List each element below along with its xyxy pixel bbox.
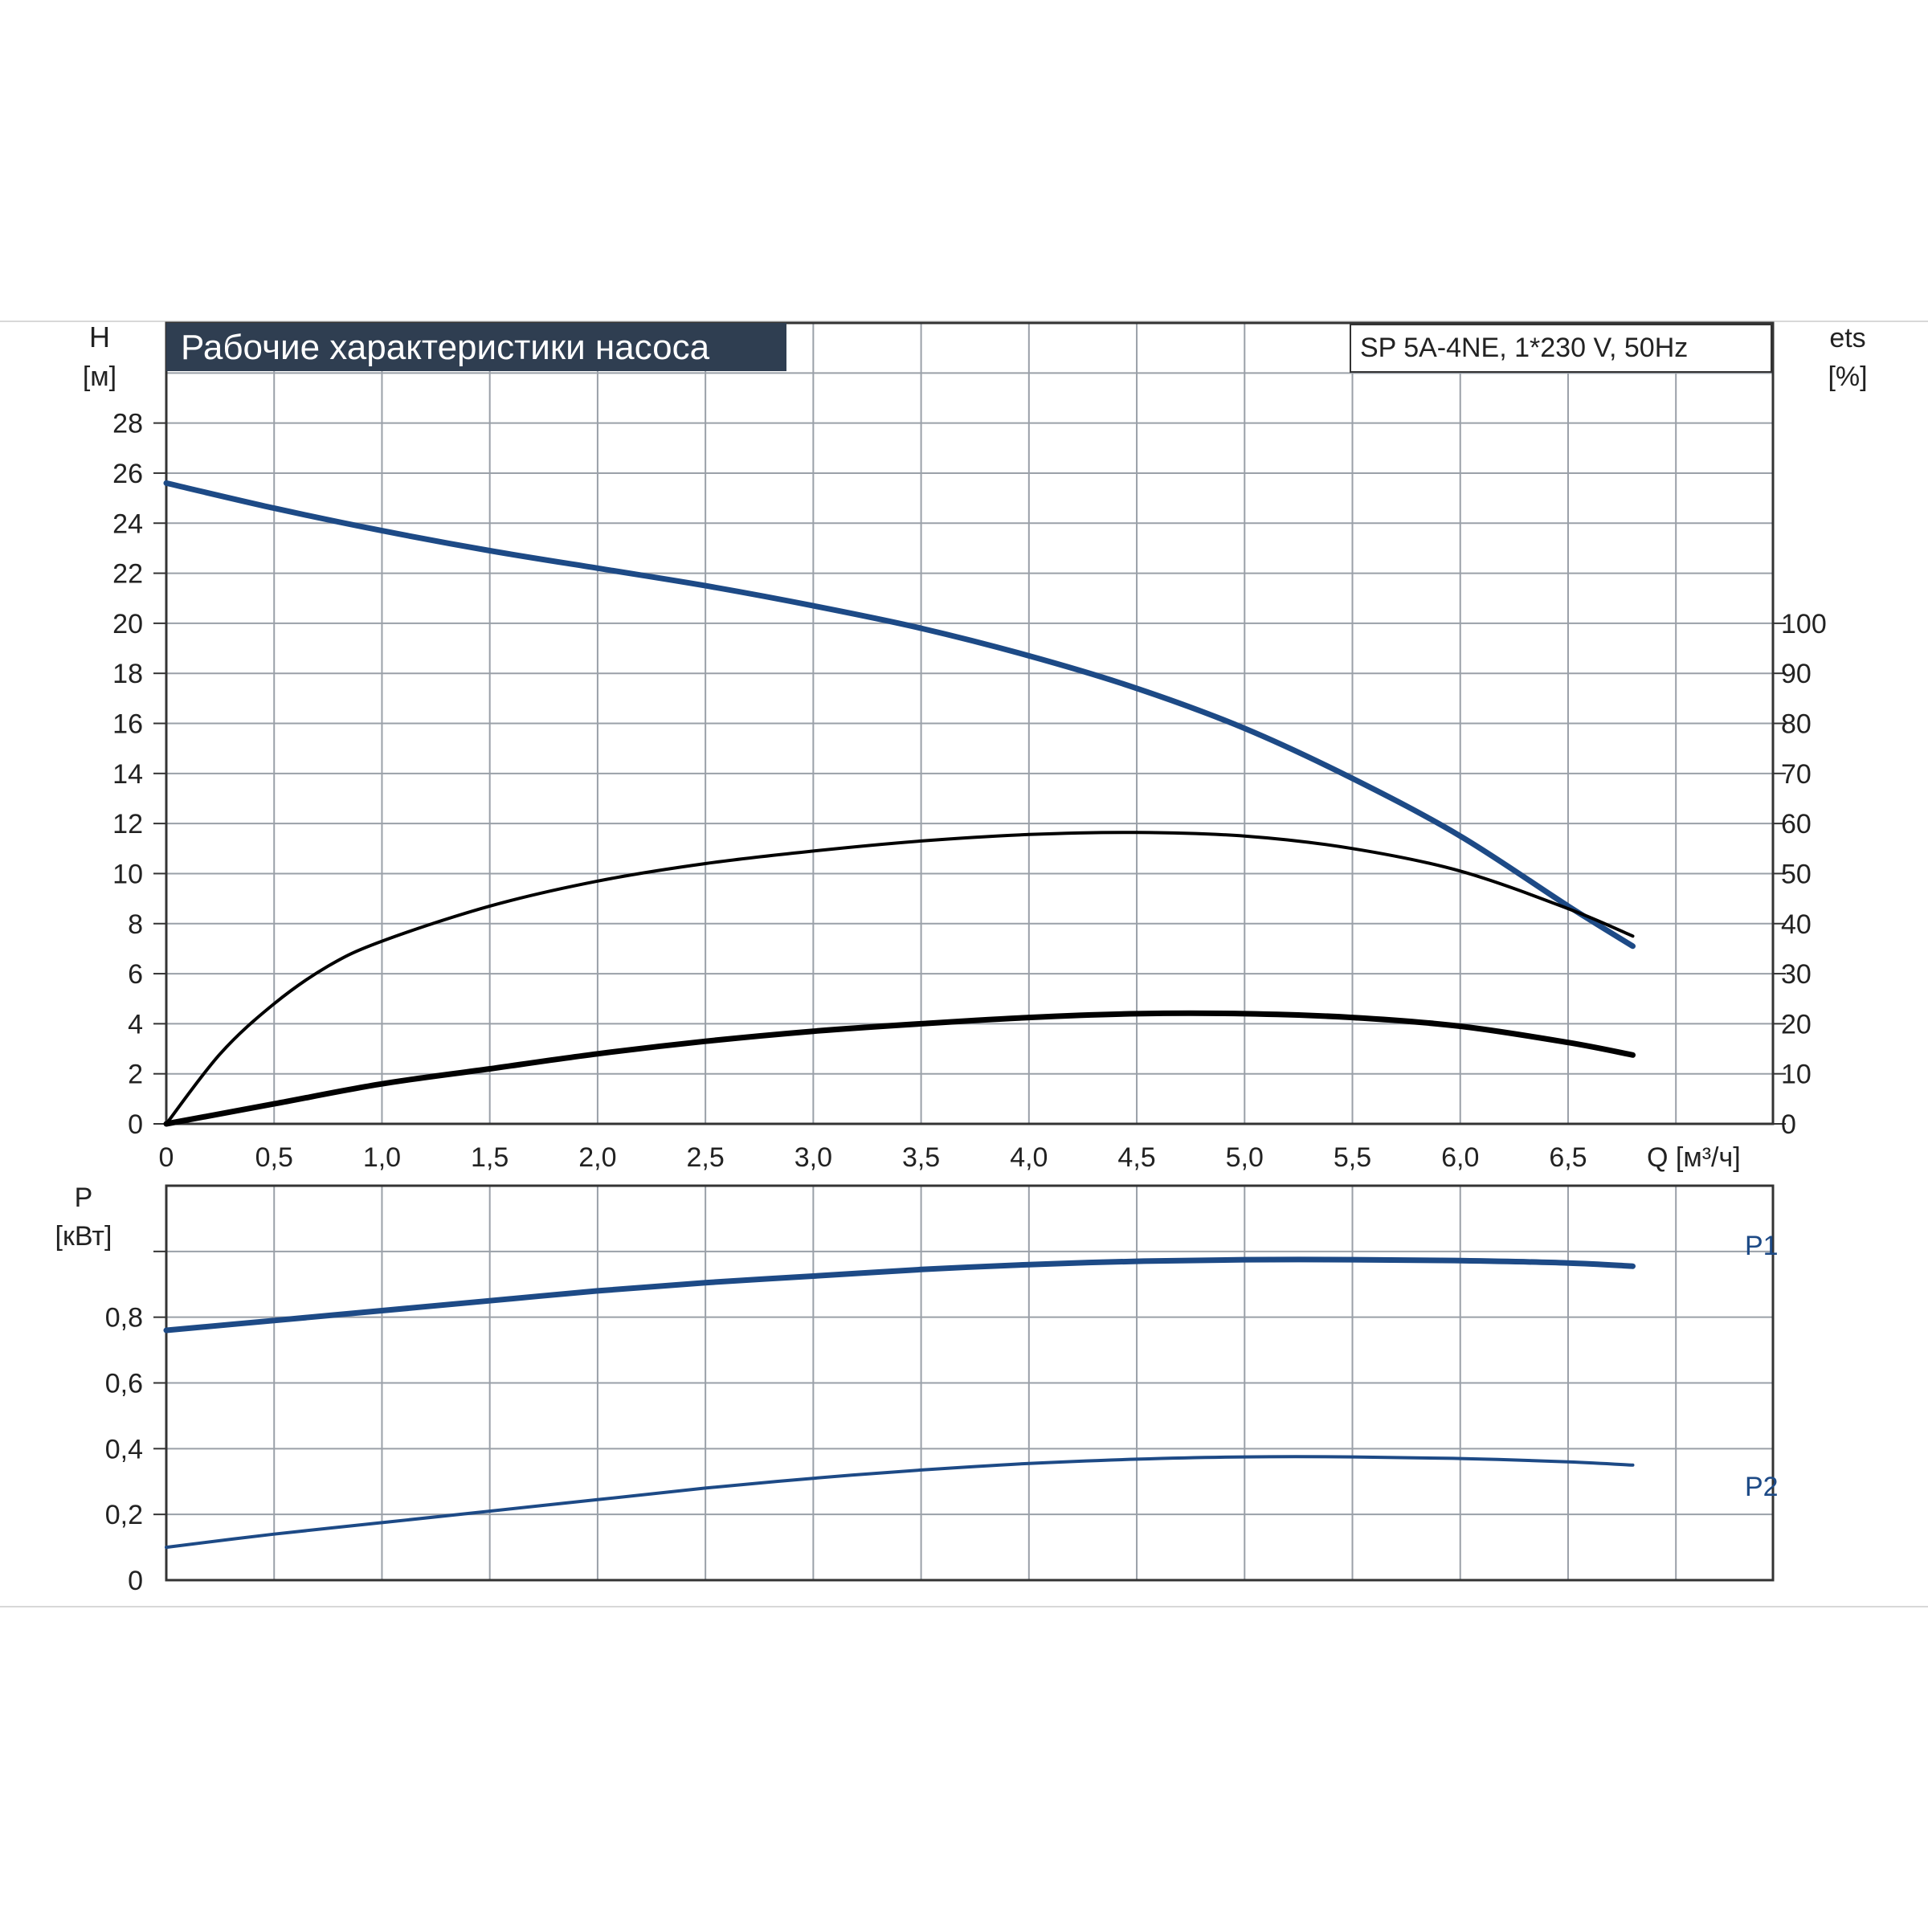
x-tick-label: 1,5 — [471, 1142, 509, 1173]
title-box — [166, 323, 786, 371]
x-tick-label: 1,0 — [363, 1142, 401, 1173]
x-tick-label: 0,5 — [255, 1142, 293, 1173]
y2-tick-label: 0 — [1781, 1109, 1796, 1140]
efficiency-curve — [165, 831, 1635, 1125]
y-tick-label: 8 — [128, 909, 143, 940]
y2-tick-label: 100 — [1781, 609, 1827, 639]
plot-frame-power — [165, 1184, 1775, 1582]
chart-subtitle: SP 5A-4NE, 1*230 V, 50Hz — [1360, 333, 1688, 363]
y-tick-label: 24 — [112, 509, 143, 539]
y-tick-label: 12 — [112, 809, 143, 839]
y2-tick-label: 90 — [1781, 659, 1812, 689]
power-y-tick-label: 0,8 — [105, 1303, 143, 1334]
y-tick-label: 16 — [112, 709, 143, 740]
y-tick-label: 26 — [112, 459, 143, 489]
power-axis-label: P — [75, 1182, 93, 1213]
power-y-tick-label: 0,6 — [105, 1369, 143, 1399]
y-tick-label: 14 — [112, 759, 143, 790]
x-tick-label: 3,5 — [902, 1142, 940, 1173]
y2-axis-unit: [%] — [1828, 361, 1867, 392]
x-tick-label: 0 — [159, 1142, 174, 1173]
y2-tick-label: 20 — [1781, 1009, 1812, 1040]
y-tick-label: 6 — [128, 959, 143, 990]
x-tick-label: 4,5 — [1117, 1142, 1155, 1173]
x-tick-label: 3,0 — [794, 1142, 832, 1173]
npsh-curve — [163, 1010, 1636, 1127]
x-tick-label: 6,5 — [1549, 1142, 1587, 1173]
y-tick-label: 20 — [112, 609, 143, 639]
head-curve — [163, 480, 1636, 950]
y2-tick-label: 70 — [1781, 759, 1812, 790]
x-tick-label: 2,0 — [578, 1142, 616, 1173]
p1-curve — [163, 1256, 1636, 1334]
x-tick-label: 5,0 — [1226, 1142, 1264, 1173]
p2-curve-label: P2 — [1745, 1472, 1779, 1502]
power-y-tick-label: 0,4 — [105, 1434, 143, 1464]
power-y-tick-label: 0 — [128, 1566, 143, 1596]
power-y-tick-label: 0,2 — [105, 1500, 143, 1530]
x-tick-label: 5,5 — [1334, 1142, 1371, 1173]
y2-tick-label: 80 — [1781, 709, 1812, 740]
y2-tick-label: 50 — [1781, 859, 1812, 889]
y-tick-label: 22 — [112, 559, 143, 590]
x-tick-label: 4,0 — [1010, 1142, 1048, 1173]
chart-title: Рабочие характеристики насоса — [181, 328, 710, 367]
y2-tick-label: 10 — [1781, 1060, 1812, 1090]
x-tick-label: 2,5 — [687, 1142, 725, 1173]
p2-curve — [165, 1455, 1635, 1550]
y2-tick-label: 60 — [1781, 809, 1812, 839]
x-axis-label: Q [м³/ч] — [1647, 1142, 1741, 1173]
x-tick-label: 6,0 — [1441, 1142, 1479, 1173]
y-tick-label: 4 — [128, 1009, 143, 1040]
y-tick-label: 18 — [112, 659, 143, 689]
power-axis-unit: [кВт] — [55, 1221, 112, 1252]
y-tick-label: 0 — [128, 1109, 143, 1140]
y-axis-label: H — [89, 321, 110, 353]
y2-axis-label: ets — [1829, 323, 1865, 353]
y2-tick-label: 40 — [1781, 909, 1812, 940]
y-tick-label: 10 — [112, 859, 143, 889]
y-tick-label: 28 — [112, 409, 143, 439]
y2-tick-label: 30 — [1781, 959, 1812, 990]
p1-curve-label: P1 — [1745, 1231, 1779, 1261]
subtitle-box — [1350, 324, 1772, 373]
y-tick-label: 2 — [128, 1060, 143, 1090]
y-axis-unit: [м] — [83, 361, 116, 392]
